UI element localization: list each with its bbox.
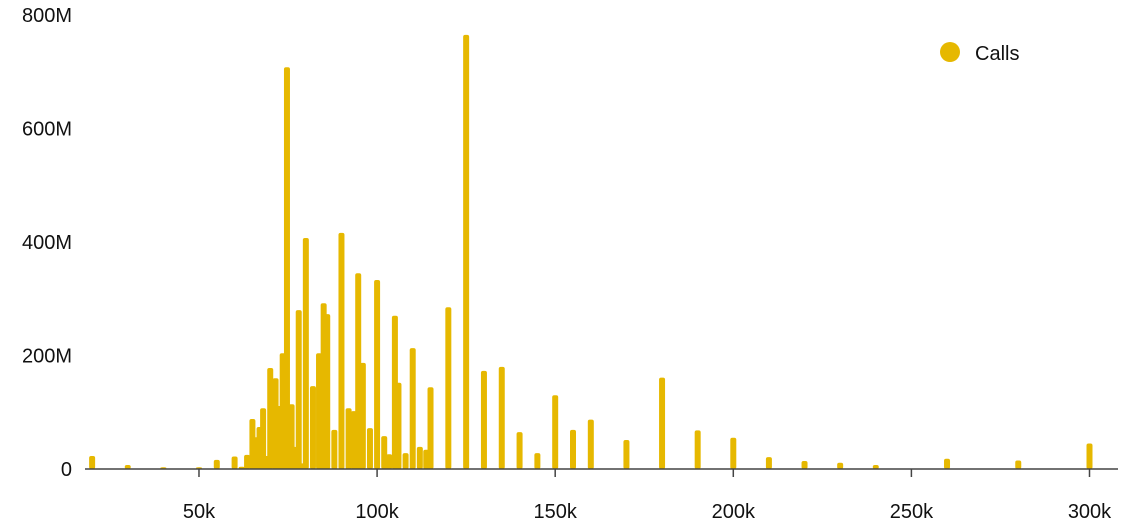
bar[interactable] bbox=[267, 367, 274, 469]
bar[interactable] bbox=[338, 232, 345, 469]
bar[interactable] bbox=[837, 462, 844, 469]
x-tick-label: 250k bbox=[890, 501, 934, 523]
bar[interactable] bbox=[89, 455, 96, 469]
bar[interactable] bbox=[1015, 460, 1022, 469]
bar[interactable] bbox=[801, 461, 808, 469]
bar[interactable] bbox=[623, 440, 630, 469]
bar[interactable] bbox=[355, 273, 362, 469]
x-axis-ticks: 50k 100k 150k 200k 250k 300k bbox=[183, 469, 1112, 523]
bar[interactable] bbox=[374, 280, 381, 469]
y-tick-label: 200M bbox=[22, 346, 72, 368]
bar[interactable] bbox=[872, 465, 879, 469]
bar[interactable] bbox=[409, 348, 416, 469]
bar[interactable] bbox=[366, 428, 373, 469]
x-tick-label: 150k bbox=[534, 501, 578, 523]
bar[interactable] bbox=[283, 67, 290, 470]
bar[interactable] bbox=[427, 387, 434, 469]
bar[interactable] bbox=[316, 353, 323, 469]
bar[interactable] bbox=[231, 456, 238, 469]
bar[interactable] bbox=[324, 314, 331, 469]
bar[interactable] bbox=[944, 458, 951, 469]
bar[interactable] bbox=[309, 386, 316, 469]
bar[interactable] bbox=[498, 366, 505, 469]
y-tick-label: 0 bbox=[61, 459, 72, 481]
bar[interactable] bbox=[765, 457, 772, 469]
bar[interactable] bbox=[244, 454, 251, 469]
bar[interactable] bbox=[416, 446, 423, 469]
bar[interactable] bbox=[359, 362, 366, 469]
bar[interactable] bbox=[730, 437, 737, 469]
bar[interactable] bbox=[516, 432, 523, 469]
x-tick-label: 200k bbox=[712, 501, 756, 523]
bar[interactable] bbox=[395, 382, 402, 469]
legend-label-calls: Calls bbox=[975, 43, 1019, 65]
bar[interactable] bbox=[570, 429, 577, 469]
bar[interactable] bbox=[694, 430, 701, 469]
bar[interactable] bbox=[1086, 443, 1093, 469]
bar[interactable] bbox=[463, 34, 470, 470]
y-tick-label: 600M bbox=[22, 119, 72, 141]
y-tick-label: 800M bbox=[22, 5, 72, 27]
legend[interactable]: Calls bbox=[940, 42, 1019, 65]
x-tick-label: 300k bbox=[1068, 501, 1112, 523]
bar[interactable] bbox=[381, 436, 388, 469]
x-tick-label: 50k bbox=[183, 501, 216, 523]
y-tick-label: 400M bbox=[22, 232, 72, 254]
bar[interactable] bbox=[295, 310, 302, 469]
x-tick-label: 100k bbox=[355, 501, 399, 523]
bar[interactable] bbox=[552, 395, 559, 469]
bar[interactable] bbox=[534, 453, 541, 469]
bar[interactable] bbox=[402, 453, 409, 469]
bar[interactable] bbox=[291, 446, 298, 469]
bar[interactable] bbox=[124, 465, 131, 469]
bars-group bbox=[89, 34, 1093, 470]
bar[interactable] bbox=[659, 377, 666, 469]
y-axis-ticks: 0 200M 400M 600M 800M bbox=[22, 5, 72, 481]
bar[interactable] bbox=[480, 370, 487, 469]
bar[interactable] bbox=[345, 408, 352, 469]
bar[interactable] bbox=[260, 408, 267, 469]
bar[interactable] bbox=[587, 419, 594, 469]
legend-marker-calls bbox=[940, 42, 960, 62]
bar[interactable] bbox=[213, 459, 220, 469]
bar[interactable] bbox=[386, 454, 393, 469]
bar[interactable] bbox=[302, 238, 309, 469]
bar[interactable] bbox=[331, 429, 338, 469]
bar[interactable] bbox=[445, 307, 452, 469]
